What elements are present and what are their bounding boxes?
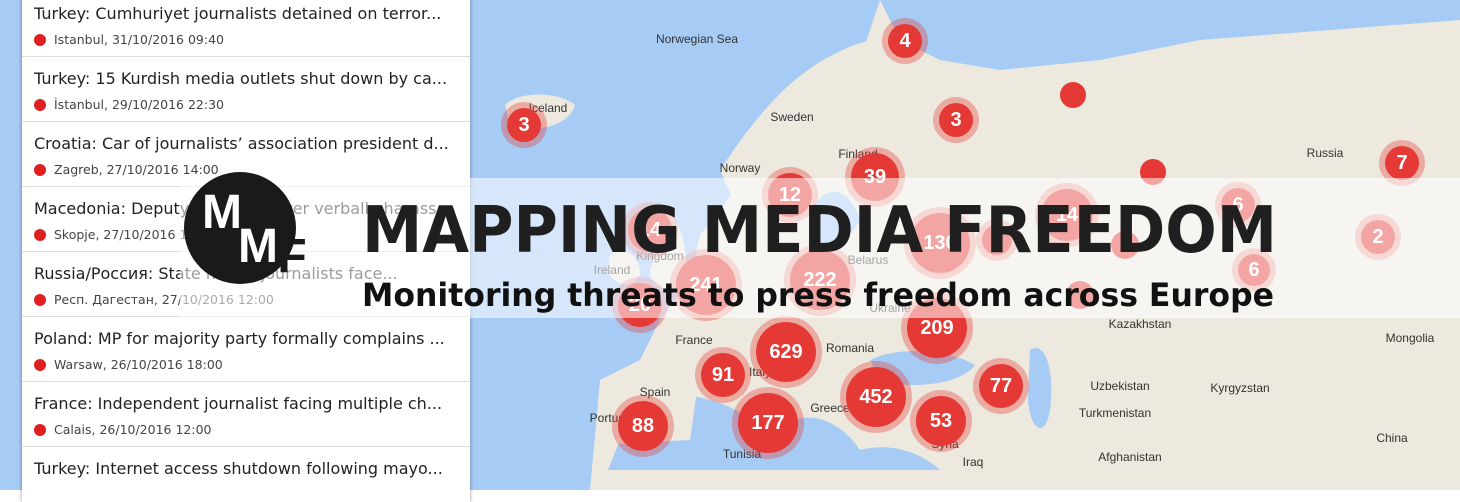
country-label: Turkmenistan [1079,406,1151,420]
incident-title: Turkey: Cumhuriyet journalists detained … [34,4,442,23]
country-label: Kazakhstan [1109,317,1172,331]
cluster-count: 53 [930,410,952,432]
incident-location-date: Zagreb, 27/10/2016 14:00 [54,162,219,177]
cluster-count: 629 [769,341,802,363]
country-label: Afghanistan [1098,450,1161,464]
cluster [618,401,668,451]
cluster-count: 4 [899,30,911,52]
banner-title: MAPPING MEDIA FREEDOM [362,194,1277,268]
incident-meta: Istanbul, 31/10/2016 09:40 [34,32,458,47]
arctic-sea [880,0,1460,70]
caspian-sea [1028,348,1052,429]
country-label: China [1376,431,1408,445]
incident-item[interactable]: Turkey: 15 Kurdish media outlets shut do… [22,57,470,122]
logo-circle [184,172,296,284]
country-label: Russia [1307,146,1344,160]
page: Norwegian SeaIcelandSwedenFinlandNorwayR… [0,0,1460,490]
country-label: Iceland [529,101,568,115]
status-dot [34,423,46,436]
status-dot [34,228,46,241]
country-label: Kyrgyzstan [1210,381,1269,395]
incident-meta: İstanbul, 29/10/2016 22:30 [34,97,458,112]
country-label: Mongolia [1386,331,1435,345]
incident-location-date: Calais, 26/10/2016 12:00 [54,422,212,437]
country-label: Iraq [963,455,984,469]
cluster [939,103,973,137]
country-label: Norwegian Sea [656,32,738,46]
country-label: France [675,333,713,347]
incident-meta: Warsaw, 26/10/2016 18:00 [34,357,458,372]
incident-item[interactable]: Poland: MP for majority party formally c… [22,317,470,382]
cluster [979,364,1023,408]
country-label: Tunisia [723,447,762,461]
marker [1060,82,1086,108]
incident-location-date: Istanbul, 31/10/2016 09:40 [54,32,225,47]
logo-letter: F [277,230,306,283]
logo-letter: M [202,186,242,239]
incident-item[interactable]: Turkey: Internet access shutdown followi… [22,447,470,502]
cluster [888,24,922,58]
cluster-count: 3 [950,109,961,131]
cluster-count: 177 [751,412,784,434]
cluster [846,367,906,427]
banner-strip [180,178,1460,318]
north-africa [600,470,940,490]
incident-title: France: Independent journalist facing mu… [34,394,443,413]
cluster [916,396,966,446]
incident-title: Poland: MP for majority party formally c… [34,329,445,348]
incident-meta: Calais, 26/10/2016 12:00 [34,422,458,437]
cluster-count: 209 [920,317,953,339]
cluster-count: 77 [990,375,1012,397]
status-dot [34,33,46,46]
cluster [507,108,541,142]
cluster-count: 88 [632,415,654,437]
country-label: Sweden [770,110,813,124]
logo-letter: M [238,220,278,273]
cluster-count: 91 [712,364,734,386]
cluster-count: 3 [518,114,529,136]
country-label: Uzbekistan [1090,379,1149,393]
incident-item[interactable]: France: Independent journalist facing mu… [22,382,470,447]
country-label: Norway [720,161,761,175]
banner: M M F MAPPING MEDIA FREEDOM Monitoring t… [180,172,1460,318]
country-label: Greece [810,401,850,415]
incident-meta: Skopje, 27/10/2016 14:00 [34,227,458,242]
incident-location-date: Warsaw, 26/10/2016 18:00 [54,357,223,372]
incident-location-date: Skopje, 27/10/2016 14:00 [54,227,216,242]
scandinavia [720,40,873,216]
incident-title: Turkey: Internet access shutdown followi… [34,459,443,478]
incident-title: Croatia: Car of journalists’ association… [34,134,449,153]
banner-subtitle: Monitoring threats to press freedom acro… [362,276,1274,314]
status-dot [34,163,46,176]
country-label: Romania [826,341,874,355]
country-label: Spain [640,385,671,399]
incident-meta: Zagreb, 27/10/2016 14:00 [34,162,458,177]
status-dot [34,358,46,371]
incident-title: Turkey: 15 Kurdish media outlets shut do… [34,69,448,88]
status-dot [34,98,46,111]
cluster [701,353,745,397]
incident-location-date: İstanbul, 29/10/2016 22:30 [54,97,225,112]
cluster [738,393,798,453]
cluster-count: 452 [859,386,892,408]
cluster [1385,146,1419,180]
cluster-count: 7 [1396,152,1407,174]
status-dot [34,293,46,306]
incident-item[interactable]: Turkey: Cumhuriyet journalists detained … [22,0,470,57]
cluster [756,322,816,382]
